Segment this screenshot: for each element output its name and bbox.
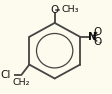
Text: ⁻: ⁻ <box>98 39 102 48</box>
Text: CH₂: CH₂ <box>13 78 30 87</box>
Text: CH₃: CH₃ <box>61 5 79 14</box>
Text: O: O <box>94 37 102 47</box>
Text: N: N <box>88 32 97 42</box>
Text: O: O <box>51 5 59 15</box>
Text: O: O <box>94 27 102 37</box>
Text: Cl: Cl <box>0 70 11 80</box>
Text: +: + <box>91 31 98 40</box>
